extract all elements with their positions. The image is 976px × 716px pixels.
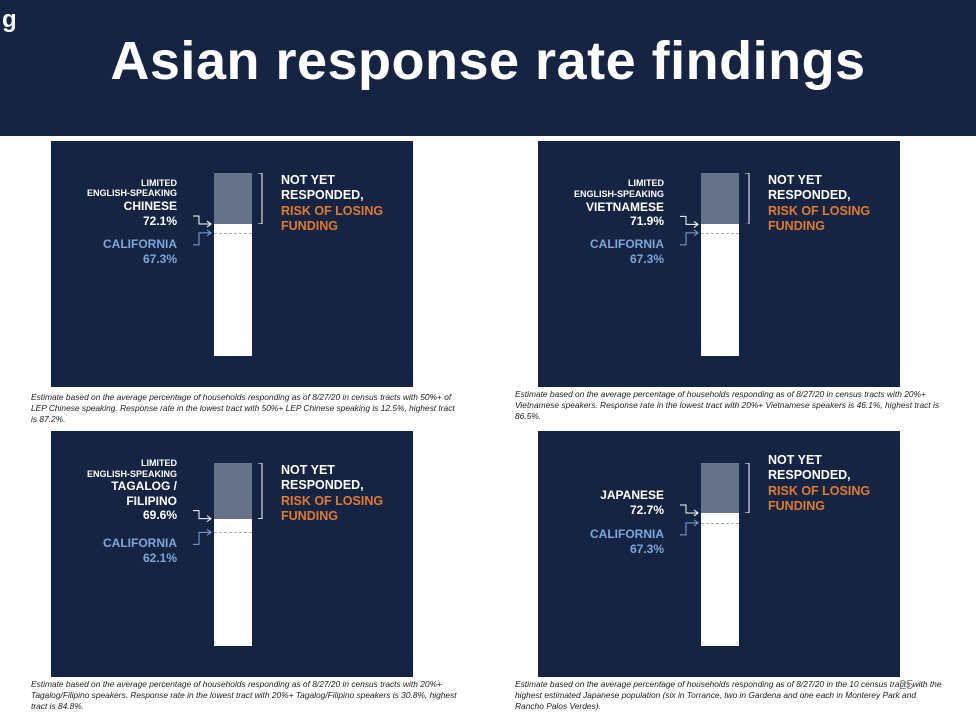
not-responded-bracket (745, 173, 750, 225)
connector-arrows (680, 504, 699, 536)
california-level-line (214, 232, 252, 234)
not-responded-segment (701, 463, 739, 513)
not-responded-bracket (258, 463, 263, 519)
not-responded-text: RESPONDED, (768, 188, 851, 203)
group-label-line: CHINESE (123, 199, 177, 214)
california-title: CALIFORNIA (590, 236, 664, 251)
group-label-line: LIMITED (141, 177, 177, 188)
not-responded-text: NOT YET (768, 173, 822, 187)
group-value-label: 72.7% (629, 502, 664, 517)
chart-caption: Estimate based on the average percentage… (515, 679, 942, 711)
group-arrow (680, 504, 699, 517)
group-label-line: LIMITED (628, 178, 664, 189)
not-responded-segment (214, 463, 252, 519)
not-responded-label: NOT YET RESPONDED, RISK OF LOSING FUNDING (281, 173, 383, 234)
not-responded-text: RISK OF LOSING (281, 493, 384, 508)
group-label-line: ENGLISH-SPEAKING (86, 468, 177, 479)
california-label: CALIFORNIA 67.3% (504, 237, 664, 267)
california-arrow (193, 528, 212, 545)
group-label: LIMITED ENGLISH-SPEAKING CHINESE 72.1% (17, 178, 177, 228)
not-responded-text: RESPONDED, (768, 468, 851, 483)
group-label: LIMITED ENGLISH-SPEAKING VIETNAMESE 71.9% (504, 178, 664, 228)
california-value-label: 67.3% (629, 541, 664, 556)
not-responded-text: RISK OF LOSING (768, 203, 871, 218)
not-responded-bracket (258, 173, 263, 225)
group-label-line: FILIPINO (126, 493, 177, 508)
chart-panel: LIMITED ENGLISH-SPEAKING TAGALOG / FILIPINO… (51, 431, 413, 677)
california-level-line (701, 232, 739, 234)
not-responded-text: NOT YET (281, 463, 335, 477)
california-arrow (193, 229, 212, 246)
group-label-line: ENGLISH-SPEAKING (573, 188, 664, 199)
california-arrow (680, 229, 699, 246)
california-value-label: 67.3% (629, 251, 664, 266)
not-responded-label: NOT YET RESPONDED, RISK OF LOSING FUNDING (768, 173, 870, 234)
chart-caption: Estimate based on the average percentage… (31, 679, 457, 711)
group-label: JAPANESE 72.7% (504, 488, 664, 517)
chart-caption: Estimate based on the average percentage… (515, 389, 940, 421)
corner-letter: g (2, 6, 17, 33)
title-banner: g Asian response rate findings (0, 0, 976, 136)
california-level-line (701, 522, 739, 524)
page-number: 25 (899, 677, 914, 692)
group-arrow (193, 215, 212, 228)
california-label: CALIFORNIA 62.1% (17, 536, 177, 566)
chart-panel: LIMITED ENGLISH-SPEAKING VIETNAMESE 71.9% CA… (538, 141, 900, 387)
california-level-line (214, 532, 252, 534)
not-responded-segment (214, 173, 252, 225)
group-arrow (680, 215, 699, 228)
chart-panel: LIMITED ENGLISH-SPEAKING CHINESE 72.1% CALIF… (51, 141, 413, 387)
not-responded-text: RISK OF LOSING (768, 483, 871, 498)
group-value-label: 69.6% (142, 508, 177, 523)
connector-arrows (193, 510, 212, 545)
group-value-label: 72.1% (142, 213, 177, 228)
not-responded-text: FUNDING (768, 498, 825, 513)
california-title: CALIFORNIA (103, 236, 177, 251)
group-label-line: TAGALOG / (111, 479, 177, 494)
not-responded-text: NOT YET (768, 453, 822, 467)
not-responded-text: RESPONDED, (281, 188, 364, 203)
california-arrow (680, 519, 699, 536)
not-responded-text: FUNDING (768, 218, 825, 233)
chart-caption: Estimate based on the average percentage… (31, 392, 455, 424)
not-responded-label: NOT YET RESPONDED, RISK OF LOSING FUNDING (768, 453, 870, 514)
group-label-line: JAPANESE (600, 488, 664, 503)
california-label: CALIFORNIA 67.3% (17, 237, 177, 267)
group-label-line: LIMITED (141, 457, 177, 468)
group-value-label: 71.9% (629, 214, 664, 228)
group-label: LIMITED ENGLISH-SPEAKING TAGALOG / FILIPINO… (17, 458, 177, 523)
california-title: CALIFORNIA (103, 536, 177, 551)
group-label-line: ENGLISH-SPEAKING (86, 188, 177, 199)
not-responded-bracket (745, 463, 750, 513)
not-responded-segment (701, 173, 739, 225)
connector-arrows (680, 215, 699, 246)
not-responded-text: FUNDING (281, 508, 338, 523)
not-responded-label: NOT YET RESPONDED, RISK OF LOSING FUNDING (281, 463, 383, 524)
connector-arrows (193, 215, 212, 246)
chart-panel: JAPANESE 72.7% CALIFORNIA 67.3% NOT YET RESPO… (538, 431, 900, 677)
california-value-label: 62.1% (142, 551, 177, 566)
not-responded-text: NOT YET (281, 173, 335, 187)
group-label-line: VIETNAMESE (585, 199, 664, 214)
not-responded-text: RESPONDED, (281, 478, 364, 493)
california-label: CALIFORNIA 67.3% (504, 527, 664, 557)
california-title: CALIFORNIA (590, 526, 664, 541)
group-arrow (193, 510, 212, 523)
page-title: Asian response rate findings (110, 31, 866, 91)
california-value-label: 67.3% (142, 251, 177, 266)
not-responded-text: RISK OF LOSING (281, 203, 384, 218)
not-responded-text: FUNDING (281, 218, 338, 233)
